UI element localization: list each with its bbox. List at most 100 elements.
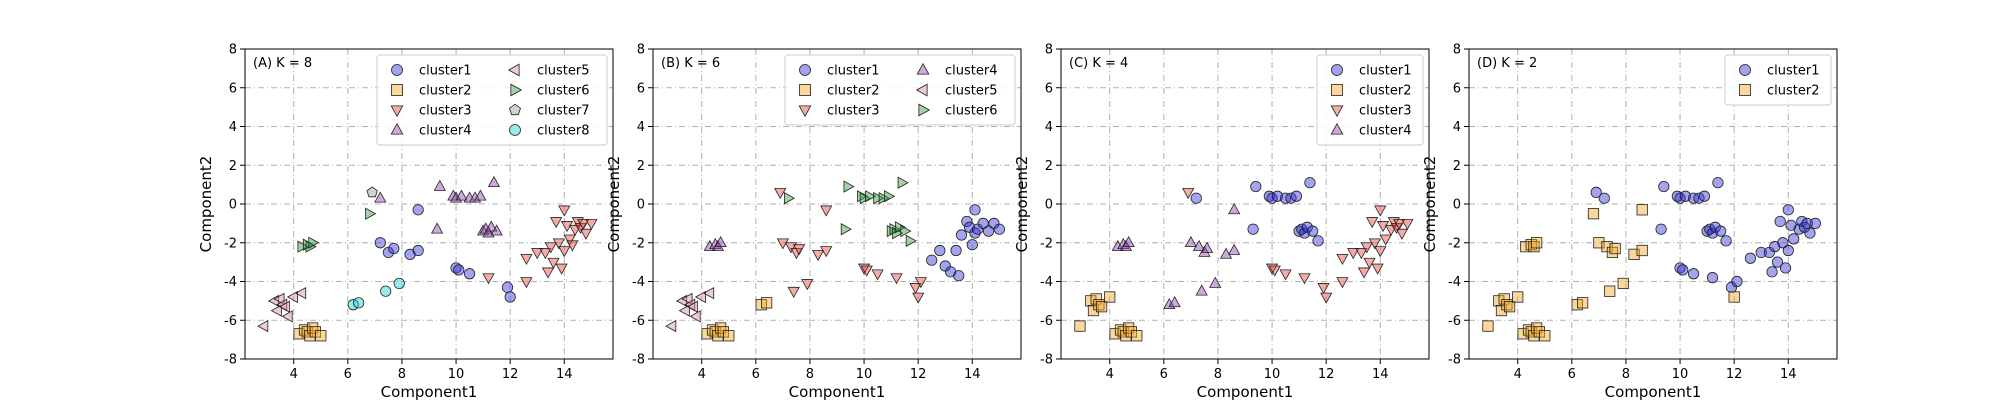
data-point xyxy=(1777,237,1789,249)
data-point xyxy=(1192,239,1206,251)
data-point xyxy=(871,269,884,281)
data-point xyxy=(1531,322,1543,334)
data-point xyxy=(1119,239,1133,251)
data-point xyxy=(783,192,796,205)
legend-marker-cluster1 xyxy=(1331,64,1343,76)
data-point xyxy=(1636,204,1648,216)
data-point xyxy=(761,297,773,309)
legend-marker-cluster6 xyxy=(510,83,523,97)
y-tick-label: 8 xyxy=(1453,43,1461,58)
data-point xyxy=(909,283,922,295)
data-point xyxy=(1357,267,1371,279)
data-point xyxy=(1531,237,1543,249)
data-point xyxy=(1219,247,1233,259)
legend-label: cluster2 xyxy=(1767,84,1819,99)
data-point xyxy=(1804,227,1816,239)
panel-label: (C) K = 4 xyxy=(1069,56,1128,71)
data-point xyxy=(1501,299,1513,311)
x-axis-label: Component1 xyxy=(1197,383,1294,400)
data-point xyxy=(1503,301,1516,313)
y-tick-label: -2 xyxy=(1040,236,1053,251)
legend-label: cluster3 xyxy=(1359,104,1411,119)
data-point xyxy=(709,237,722,249)
series-cluster7 xyxy=(366,186,378,198)
data-point xyxy=(953,270,965,282)
series-cluster4 xyxy=(374,175,503,238)
x-axis-label: Component1 xyxy=(789,383,886,400)
series-cluster4 xyxy=(1111,203,1241,310)
x-tick-label: 10 xyxy=(448,367,465,382)
legend-label: cluster6 xyxy=(537,84,589,99)
x-tick-label: 8 xyxy=(1214,367,1222,382)
data-point xyxy=(801,279,814,291)
data-point xyxy=(982,225,995,237)
legend-label: cluster4 xyxy=(419,124,471,139)
y-tick-label: 6 xyxy=(1453,81,1461,96)
data-point xyxy=(1387,217,1400,229)
data-point xyxy=(315,330,327,342)
data-point xyxy=(1587,208,1600,220)
data-point xyxy=(1395,228,1409,240)
data-point xyxy=(703,239,716,251)
data-point xyxy=(1298,273,1311,285)
data-point xyxy=(1247,223,1259,235)
data-point xyxy=(380,285,392,297)
data-point xyxy=(865,190,877,203)
data-point xyxy=(1771,256,1784,268)
data-point xyxy=(723,330,735,342)
data-point xyxy=(840,223,852,236)
legend-label: cluster2 xyxy=(419,84,471,99)
data-point xyxy=(1809,217,1821,229)
y-tick-label: 0 xyxy=(229,198,237,213)
data-point xyxy=(577,219,590,231)
data-point xyxy=(297,240,309,253)
legend-label: cluster2 xyxy=(827,84,879,99)
data-point xyxy=(843,180,855,193)
data-point xyxy=(531,248,544,260)
legend-label: cluster7 xyxy=(537,104,589,119)
data-point xyxy=(412,204,424,216)
x-tick-label: 10 xyxy=(1672,367,1689,382)
data-point xyxy=(961,215,973,228)
data-point xyxy=(665,319,677,333)
data-point xyxy=(1512,291,1524,303)
legend-marker-cluster5 xyxy=(915,83,928,97)
data-point xyxy=(873,192,885,205)
legend-marker-cluster3 xyxy=(390,105,404,118)
data-point xyxy=(1117,237,1130,249)
y-tick-label: 0 xyxy=(637,198,645,213)
scatter-panel: 4 6 8 10 12 14-8-6-4-202468Component1Componen… xyxy=(197,43,614,400)
legend-marker-cluster6 xyxy=(918,103,931,117)
data-point xyxy=(1307,225,1319,237)
data-point xyxy=(1636,244,1648,257)
y-tick-label: 6 xyxy=(637,81,645,96)
legend-label: cluster1 xyxy=(419,64,471,79)
data-point xyxy=(1593,237,1605,249)
data-point xyxy=(1744,252,1757,264)
y-tick-label: -2 xyxy=(1448,236,1461,251)
y-axis-label: Component2 xyxy=(1421,156,1439,253)
data-point xyxy=(482,273,495,285)
series-cluster3 xyxy=(774,188,928,304)
legend-label: cluster1 xyxy=(1767,64,1819,79)
data-point xyxy=(714,235,727,248)
data-point xyxy=(977,217,989,229)
data-point xyxy=(574,222,587,235)
data-point xyxy=(1782,204,1794,216)
data-point xyxy=(1195,284,1208,296)
data-point xyxy=(501,281,514,293)
data-point xyxy=(1712,177,1724,189)
data-point xyxy=(558,246,571,258)
data-point xyxy=(912,292,925,304)
x-tick-label: 6 xyxy=(1160,367,1168,382)
y-tick-label: -8 xyxy=(224,353,237,368)
data-point xyxy=(374,191,387,203)
data-point xyxy=(474,189,487,201)
data-point xyxy=(1528,241,1540,253)
y-tick-label: 0 xyxy=(1045,198,1053,213)
data-point xyxy=(468,191,482,203)
data-point xyxy=(520,277,533,289)
data-point xyxy=(926,254,938,266)
x-tick-label: 6 xyxy=(1568,367,1576,382)
data-point xyxy=(485,220,498,232)
